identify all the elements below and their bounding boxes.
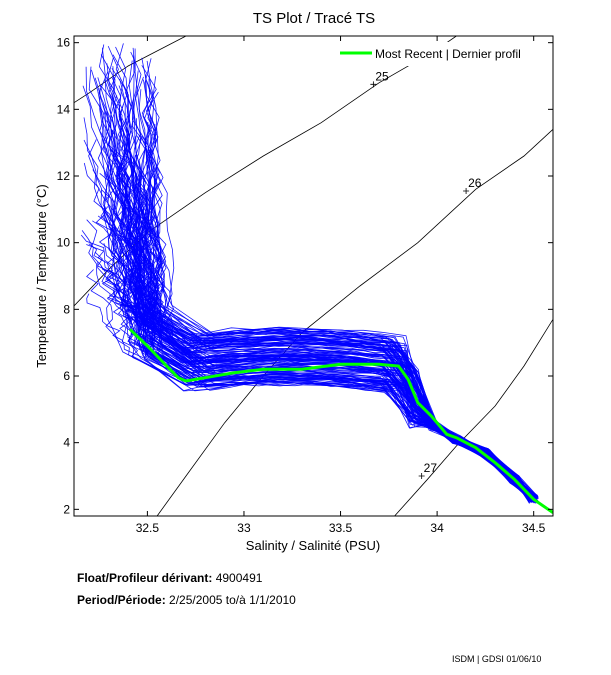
profile-line <box>141 65 539 503</box>
profile-line <box>135 273 530 502</box>
y-axis-label: Temperature / Température (°C) <box>34 184 49 367</box>
profile-line <box>119 78 538 502</box>
isopycnal-line <box>394 319 553 516</box>
profile-line <box>132 101 537 498</box>
profile-line <box>138 89 539 498</box>
legend: Most Recent | Dernier profil <box>334 42 548 66</box>
x-tick-label: 34.5 <box>522 521 546 535</box>
profile-line <box>102 193 531 498</box>
y-tick-label: 8 <box>63 302 70 316</box>
profile-line <box>146 60 536 500</box>
profile-line <box>98 44 534 503</box>
isopycnal-marker <box>370 81 377 88</box>
y-tick-label: 16 <box>57 36 71 50</box>
y-tick-label: 2 <box>63 502 70 516</box>
chart-title: TS Plot / Tracé TS <box>253 10 375 27</box>
float-id: 4900491 <box>215 571 263 585</box>
profile-line <box>112 66 532 497</box>
profile-line <box>128 70 531 499</box>
profile-line <box>135 136 539 498</box>
profile-line <box>142 78 538 499</box>
y-tick-label: 6 <box>63 369 70 383</box>
period-info-line: Period/Période: 2/25/2005 to/à 1/1/2010 <box>77 593 296 607</box>
profile-line <box>97 77 531 503</box>
x-axis-label: Salinity / Salinité (PSU) <box>246 538 380 553</box>
profile-line <box>144 76 536 497</box>
profile-line <box>133 55 532 498</box>
period-start: 2/25/2005 <box>169 593 223 607</box>
profile-line <box>130 51 534 503</box>
profile-line <box>102 47 536 498</box>
profile-line <box>106 57 536 499</box>
plot-frame <box>73 35 554 517</box>
profile-line <box>118 85 534 498</box>
profile-line <box>117 104 533 498</box>
profile-line <box>133 76 539 502</box>
profile-line <box>111 76 536 497</box>
y-tick-label: 12 <box>57 169 71 183</box>
isopycnal-marker <box>418 473 425 479</box>
profile-line <box>125 254 530 501</box>
profile-line <box>101 268 535 500</box>
isopycnal-line <box>156 129 553 516</box>
profile-line <box>94 77 531 499</box>
x-tick-label: 33.5 <box>329 521 353 535</box>
float-info-line: Float/Profileur dérivant: 4900491 <box>77 571 262 585</box>
profile-line <box>115 46 532 498</box>
profile-line <box>145 74 533 498</box>
profile-line <box>101 189 533 503</box>
profile-line <box>123 85 537 503</box>
profile-line <box>145 112 533 499</box>
x-tick-label: 32.5 <box>136 521 160 535</box>
most-recent-profile-line <box>128 328 553 514</box>
profile-line <box>111 68 531 496</box>
profile-line <box>110 95 533 497</box>
profile-line <box>144 58 530 498</box>
profile-line <box>145 91 539 503</box>
footer-credit: ISDM | GDSI 01/06/10 <box>452 654 542 664</box>
isopycnal-marker <box>463 188 470 194</box>
x-tick-label: 34 <box>430 521 444 535</box>
profile-line <box>115 43 539 502</box>
plot-area: 25 26 27 <box>74 36 553 516</box>
profile-line <box>121 278 536 502</box>
profile-line <box>141 57 533 497</box>
profile-line <box>126 60 532 502</box>
isopycnal-label: 25 <box>375 69 389 83</box>
profile-line <box>112 54 532 499</box>
float-label: Float/Profileur dérivant: <box>77 571 213 585</box>
profile-line <box>111 98 537 500</box>
profile-line <box>146 80 535 503</box>
profile-line <box>104 172 537 499</box>
profile-line <box>117 115 532 502</box>
profile-line <box>143 79 537 499</box>
x-tick-label: 33 <box>237 521 251 535</box>
isopycnal-label: 27 <box>424 461 438 475</box>
y-tick-label: 10 <box>57 236 71 250</box>
y-tick-label: 14 <box>57 102 71 116</box>
profile-line <box>100 54 539 502</box>
isopycnal-line <box>74 36 187 104</box>
legend-label: Most Recent | Dernier profil <box>375 47 521 61</box>
profile-line <box>139 294 539 500</box>
isopycnal-label: 26 <box>468 176 482 190</box>
profile-line <box>95 213 537 500</box>
period-end: 1/1/2010 <box>249 593 296 607</box>
profile-line <box>102 103 538 501</box>
profile-line <box>132 47 534 500</box>
period-to: to/à <box>225 593 246 607</box>
period-label: Period/Période: <box>77 593 166 607</box>
y-tick-label: 4 <box>63 436 70 450</box>
profile-line <box>118 165 530 502</box>
